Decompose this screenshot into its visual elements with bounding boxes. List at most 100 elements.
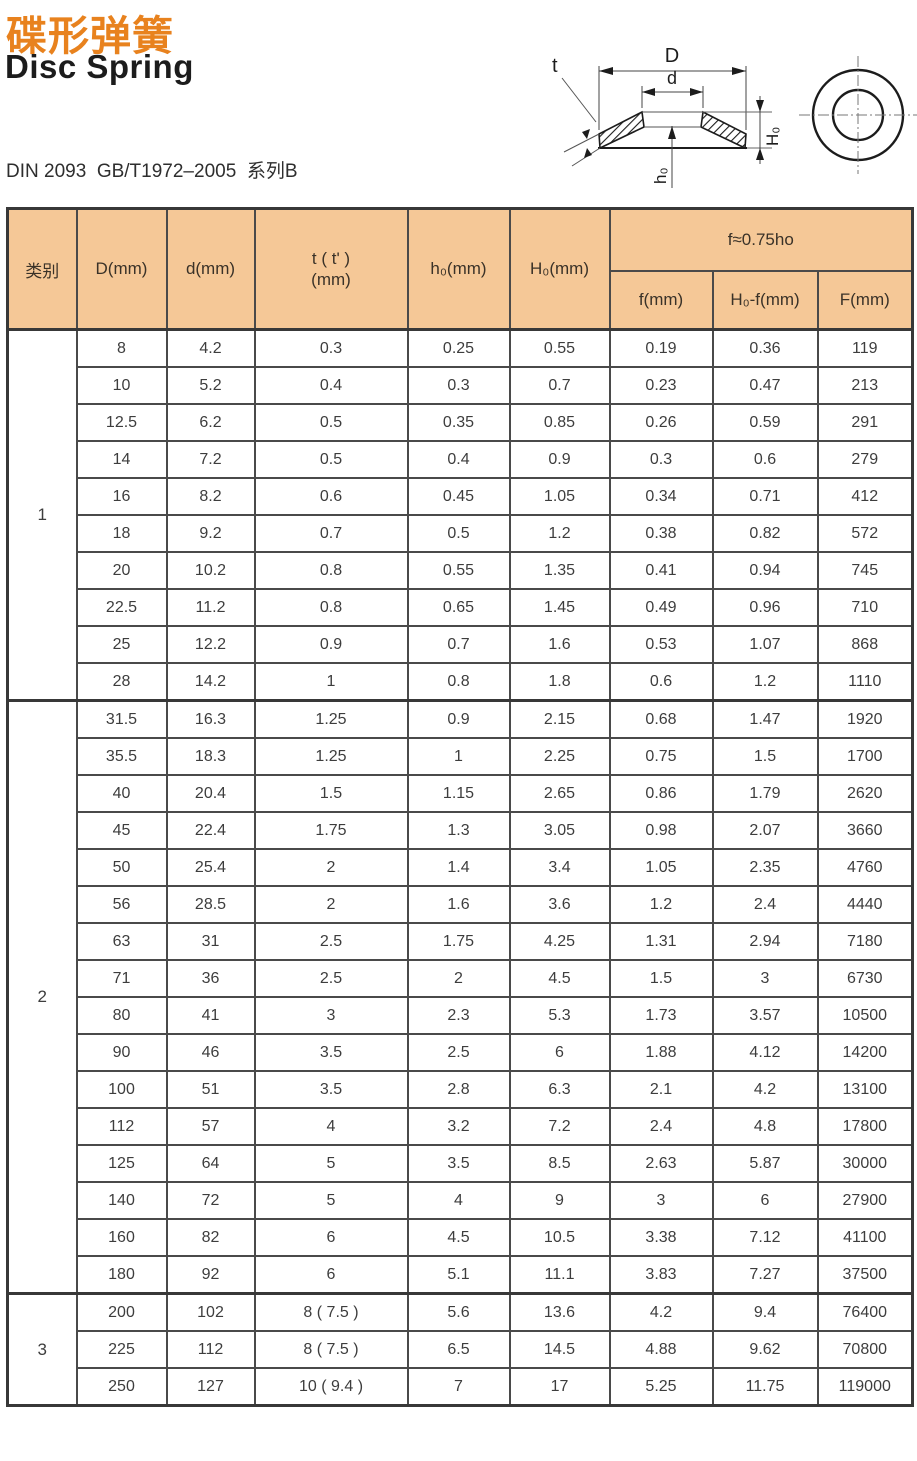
dim-label-t: t (552, 55, 558, 77)
data-cell: 8 ( 7.5 ) (253, 1292, 409, 1332)
data-cell: 1.05 (608, 848, 714, 887)
data-cell: 4.2 (165, 328, 256, 368)
data-cell: 36 (165, 959, 256, 998)
data-cell: 30000 (816, 1144, 914, 1183)
data-cell: 1.25 (253, 737, 409, 776)
category-cell: 2 (6, 699, 78, 1295)
data-cell: 9 (508, 1181, 611, 1220)
data-cell: 2 (253, 885, 409, 924)
table-row: 90 46 3.5 2.5 6 1.88 4.12 14200 (8, 1033, 914, 1072)
data-cell: 8.2 (165, 477, 256, 516)
data-cell: 10 (75, 366, 168, 405)
header-thickness-line2: (mm) (311, 270, 351, 289)
data-cell: 17 (508, 1367, 611, 1407)
data-cell: 51 (165, 1070, 256, 1109)
data-cell: 5.3 (508, 996, 611, 1035)
table-row: 45 22.4 1.75 1.3 3.05 0.98 2.07 3660 (8, 811, 914, 850)
data-cell: 1.6 (406, 885, 511, 924)
table-row: 28 14.2 1 0.8 1.8 0.6 1.2 1110 (8, 662, 914, 702)
data-cell: 57 (165, 1107, 256, 1146)
table-row: 10 5.2 0.4 0.3 0.7 0.23 0.47 213 (8, 366, 914, 405)
data-cell: 412 (816, 477, 914, 516)
data-cell: 0.55 (508, 328, 611, 368)
cross-section-view: D d h₀ H₀ t (552, 45, 782, 188)
table-row: 2 31.5 16.3 1.25 0.9 2.15 0.68 1.47 1920 (6, 699, 914, 1295)
data-cell: 41 (165, 996, 256, 1035)
data-cell: 31.5 (75, 699, 168, 739)
data-cell: 0.71 (711, 477, 819, 516)
table-row: 12.5 6.2 0.5 0.35 0.85 0.26 0.59 291 (8, 403, 914, 442)
header-inner-diameter: d(mm) (165, 207, 256, 331)
table-row: 63 31 2.5 1.75 4.25 1.31 2.94 7180 (8, 922, 914, 961)
data-cell: 0.36 (711, 328, 819, 368)
data-cell: 31 (165, 922, 256, 961)
page-title-chinese: 碟形弹簧 (6, 13, 174, 59)
data-cell: 2.5 (406, 1033, 511, 1072)
data-cell: 3.5 (253, 1033, 409, 1072)
data-cell: 2.15 (508, 699, 611, 739)
table-row: 20 10.2 0.8 0.55 1.35 0.41 0.94 745 (8, 551, 914, 590)
data-cell: 1.05 (508, 477, 611, 516)
disc-spring-diagram: D d h₀ H₀ t (552, 45, 917, 188)
data-cell: 4.5 (508, 959, 611, 998)
data-cell: 1.5 (253, 774, 409, 813)
data-cell: 37500 (816, 1255, 914, 1295)
data-cell: 82 (165, 1218, 256, 1257)
data-cell: 50 (75, 848, 168, 887)
standard-reference: DIN 2093 GB/T1972–2005 系列B (6, 161, 298, 182)
data-cell: 0.5 (406, 514, 511, 553)
data-cell: 2 (406, 959, 511, 998)
data-cell: 18.3 (165, 737, 256, 776)
data-cell: 12.5 (75, 403, 168, 442)
data-cell: 0.85 (508, 403, 611, 442)
data-cell: 0.7 (253, 514, 409, 553)
data-cell: 0.65 (406, 588, 511, 627)
data-cell: 72 (165, 1181, 256, 1220)
data-cell: 1700 (816, 737, 914, 776)
data-cell: 0.38 (608, 514, 714, 553)
data-cell: 0.59 (711, 403, 819, 442)
data-cell: 22.5 (75, 588, 168, 627)
data-cell: 200 (75, 1292, 168, 1332)
data-cell: 9.4 (711, 1292, 819, 1332)
data-cell: 119000 (816, 1367, 914, 1407)
data-cell: 76400 (816, 1292, 914, 1332)
data-cell: 10.5 (508, 1218, 611, 1257)
data-cell: 180 (75, 1255, 168, 1295)
data-cell: 5 (253, 1181, 409, 1220)
data-cell: 1.2 (711, 662, 819, 702)
data-cell: 0.9 (406, 699, 511, 739)
dim-label-h0: h₀ (651, 167, 670, 184)
data-cell: 8.5 (508, 1144, 611, 1183)
data-cell: 1.73 (608, 996, 714, 1035)
table-row: 40 20.4 1.5 1.15 2.65 0.86 1.79 2620 (8, 774, 914, 813)
data-cell: 5.25 (608, 1367, 714, 1407)
data-cell: 250 (75, 1367, 168, 1407)
data-cell: 16.3 (165, 699, 256, 739)
data-cell: 1.75 (253, 811, 409, 850)
table-row: 22.5 11.2 0.8 0.65 1.45 0.49 0.96 710 (8, 588, 914, 627)
data-cell: 3.4 (508, 848, 611, 887)
data-cell: 4.88 (608, 1330, 714, 1369)
data-cell: 13100 (816, 1070, 914, 1109)
data-cell: 4 (406, 1181, 511, 1220)
data-cell: 1.35 (508, 551, 611, 590)
data-cell: 0.4 (406, 440, 511, 479)
header-free-height: H₀(mm) (508, 207, 611, 331)
data-cell: 11.1 (508, 1255, 611, 1295)
data-cell: 6.2 (165, 403, 256, 442)
data-cell: 4.8 (711, 1107, 819, 1146)
data-cell: 112 (165, 1330, 256, 1369)
data-cell: 10500 (816, 996, 914, 1035)
data-cell: 1.2 (508, 514, 611, 553)
data-cell: 125 (75, 1144, 168, 1183)
data-cell: 1920 (816, 699, 914, 739)
data-cell: 1.8 (508, 662, 611, 702)
front-view (799, 56, 917, 174)
data-cell: 80 (75, 996, 168, 1035)
data-cell: 0.98 (608, 811, 714, 850)
data-cell: 13.6 (508, 1292, 611, 1332)
data-cell: 102 (165, 1292, 256, 1332)
page-title-english: Disc Spring (5, 48, 194, 85)
data-cell: 1110 (816, 662, 914, 702)
